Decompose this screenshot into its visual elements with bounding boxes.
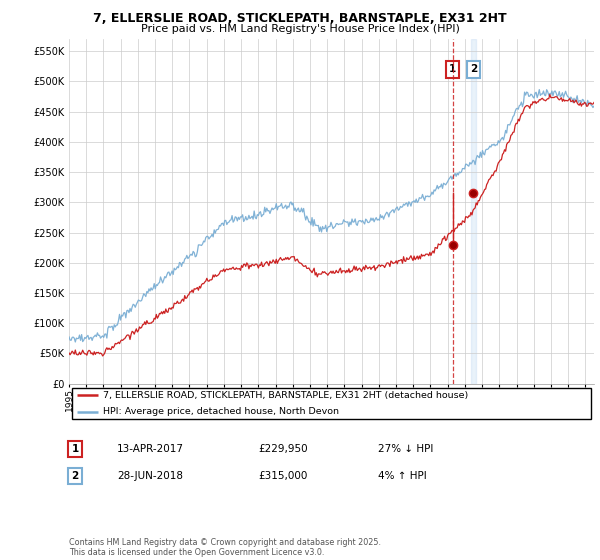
Text: 2: 2 [71,471,79,481]
Text: 28-JUN-2018: 28-JUN-2018 [117,471,183,481]
Text: 7, ELLERSLIE ROAD, STICKLEPATH, BARNSTAPLE, EX31 2HT: 7, ELLERSLIE ROAD, STICKLEPATH, BARNSTAP… [93,12,507,25]
Text: 13-APR-2017: 13-APR-2017 [117,444,184,454]
Text: 4% ↑ HPI: 4% ↑ HPI [378,471,427,481]
Text: 1: 1 [71,444,79,454]
Text: 27% ↓ HPI: 27% ↓ HPI [378,444,433,454]
Text: 7, ELLERSLIE ROAD, STICKLEPATH, BARNSTAPLE, EX31 2HT (detached house): 7, ELLERSLIE ROAD, STICKLEPATH, BARNSTAP… [103,390,469,400]
Text: 2: 2 [470,64,477,74]
Text: 1: 1 [449,64,456,74]
Text: Contains HM Land Registry data © Crown copyright and database right 2025.
This d: Contains HM Land Registry data © Crown c… [69,538,381,557]
Text: £229,950: £229,950 [258,444,308,454]
Bar [471,39,476,384]
FancyBboxPatch shape [71,388,592,419]
Text: £315,000: £315,000 [258,471,307,481]
Text: Price paid vs. HM Land Registry's House Price Index (HPI): Price paid vs. HM Land Registry's House … [140,24,460,34]
Text: HPI: Average price, detached house, North Devon: HPI: Average price, detached house, Nort… [103,407,339,416]
